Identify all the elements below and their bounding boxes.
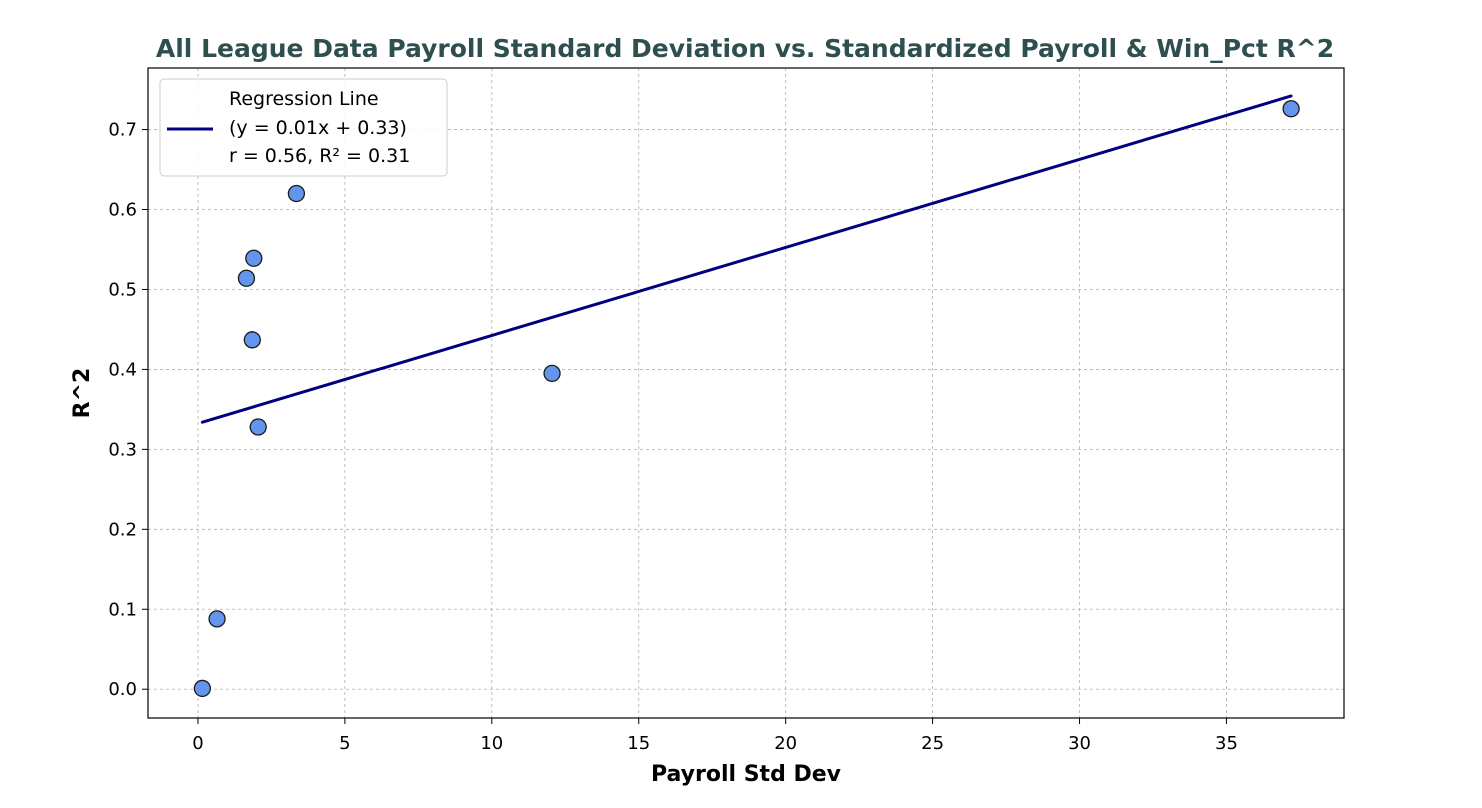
x-tick-label: 0 — [192, 733, 203, 754]
x-tick-label: 20 — [774, 733, 797, 754]
legend: Regression Line (y = 0.01x + 0.33) r = 0… — [159, 78, 448, 177]
data-point — [249, 418, 267, 436]
y-tick-label: 0.3 — [108, 439, 137, 460]
data-points — [193, 100, 1300, 698]
x-tick-label: 15 — [627, 733, 650, 754]
data-point — [208, 610, 226, 628]
regression-line-layer — [200, 94, 1293, 424]
data-point — [1282, 100, 1300, 118]
y-tick-label: 0.5 — [108, 279, 137, 300]
x-tick-label: 10 — [480, 733, 503, 754]
y-tick-label: 0.2 — [108, 519, 137, 540]
data-point — [193, 679, 212, 698]
data-point — [287, 184, 306, 203]
data-point — [245, 249, 263, 267]
y-tick-label: 0.0 — [108, 679, 137, 700]
plot-frame — [147, 67, 1345, 719]
data-point — [543, 364, 561, 383]
y-tick-label: 0.6 — [108, 200, 137, 221]
y-tick-label: 0.4 — [108, 359, 137, 380]
legend-box — [159, 78, 448, 177]
data-point — [243, 331, 261, 349]
x-axis-label: Payroll Std Dev — [651, 762, 842, 787]
legend-label-title: Regression Line — [229, 88, 379, 110]
y-tick-label: 0.7 — [108, 120, 137, 141]
data-point — [237, 269, 256, 287]
x-tick-label: 25 — [921, 733, 944, 754]
x-tick-label: 5 — [339, 733, 350, 754]
y-axis-label: R^2 — [70, 368, 95, 419]
chart-title: All League Data Payroll Standard Deviati… — [156, 34, 1334, 63]
x-tick-label: 35 — [1215, 733, 1238, 754]
regression-line — [200, 94, 1293, 424]
x-axis-ticks: 0 5 10 15 20 25 30 35 — [192, 718, 1238, 754]
y-axis-ticks: 0.0 0.1 0.2 0.3 0.4 0.5 0.6 0.7 — [108, 120, 148, 700]
x-tick-label: 30 — [1068, 733, 1091, 754]
y-tick-label: 0.1 — [108, 599, 137, 620]
legend-label-equation: (y = 0.01x + 0.33) — [229, 117, 407, 139]
legend-label-stats: r = 0.56, R² = 0.31 — [229, 145, 410, 167]
